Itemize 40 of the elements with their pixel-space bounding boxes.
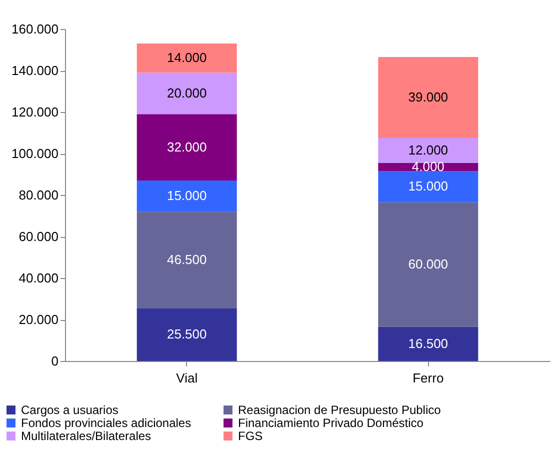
legend-label: Financiamiento Privado Doméstico — [238, 416, 424, 430]
y-tick-label: 140.000 — [12, 63, 58, 78]
bar — [378, 57, 478, 138]
y-tick-label: 100.000 — [12, 146, 58, 161]
legend-label: Fondos provinciales adicionales — [21, 416, 192, 430]
y-tick-label: 80.000 — [18, 188, 58, 202]
data-label: 15.000 — [166, 188, 207, 204]
data-label: 4.000 — [412, 158, 444, 174]
bar — [136, 72, 237, 114]
x-tick-label: Vial — [176, 370, 198, 386]
data-label: 15.000 — [408, 178, 448, 194]
bar — [136, 212, 237, 308]
bar — [378, 202, 478, 327]
legend-label: Reasignacion de Presupuesto Publico — [238, 403, 442, 417]
bar — [378, 138, 478, 163]
bar — [136, 180, 237, 212]
bar — [136, 308, 237, 361]
y-tick-label: 0 — [51, 354, 58, 368]
data-label: 20.000 — [166, 85, 207, 100]
bar — [378, 171, 478, 202]
data-label: 46.500 — [166, 252, 207, 267]
bar — [378, 326, 478, 361]
y-tick-label: 160.000 — [12, 22, 58, 36]
legend-label: Cargos a usuarios — [21, 403, 118, 417]
x-tick-label: Ferro — [412, 370, 444, 386]
data-label: 32.000 — [166, 139, 207, 154]
data-label: 12.000 — [408, 142, 448, 158]
data-label: 25.500 — [166, 326, 207, 342]
data-label: 39.000 — [408, 89, 448, 104]
bar — [136, 44, 237, 73]
y-tick-label: 60.000 — [18, 229, 58, 244]
data-label: 60.000 — [408, 256, 448, 272]
y-tick-label: 40.000 — [18, 270, 58, 286]
legend-label: Multilaterales/Bilaterales — [21, 429, 152, 443]
y-tick-label: 20.000 — [18, 312, 58, 327]
y-tick-label: 120.000 — [12, 104, 58, 120]
bar — [136, 114, 237, 180]
data-label: 16.500 — [408, 336, 448, 351]
legend-label: FGS — [238, 429, 263, 443]
data-label: 14.000 — [166, 50, 207, 66]
